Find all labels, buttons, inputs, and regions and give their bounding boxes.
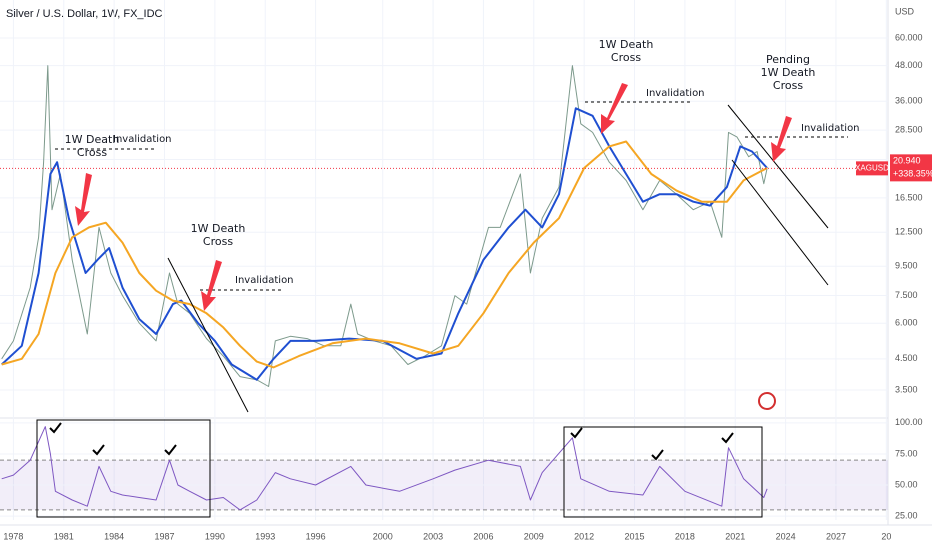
y-tick-label: 75.00 — [895, 448, 918, 458]
y-tick-label: 48.000 — [895, 60, 923, 70]
y-tick-label: 12.500 — [895, 227, 923, 237]
x-tick-label: 1984 — [104, 531, 124, 541]
annotation: 1W Death — [191, 222, 246, 235]
annotation: Invalidation — [113, 134, 172, 145]
annotation: Cross — [773, 79, 803, 92]
x-tick-label: 1990 — [205, 531, 225, 541]
y-tick-label: 16.500 — [895, 192, 923, 202]
y-tick-label: 50.00 — [895, 479, 918, 489]
y-tick-label: 100.00 — [895, 417, 923, 427]
x-tick-label: 1987 — [154, 531, 174, 541]
symbol-tag — [856, 161, 888, 176]
y-tick-label: 36.000 — [895, 96, 923, 106]
series-line — [1, 107, 768, 381]
x-tick-label: 2003 — [423, 531, 443, 541]
highlight-box — [563, 426, 763, 518]
x-tick-label: 2015 — [625, 531, 645, 541]
x-tick-label: 2006 — [473, 531, 493, 541]
y-tick-label: 9.500 — [895, 261, 918, 271]
y-tick-label: 7.500 — [895, 290, 918, 300]
price-tag — [890, 154, 932, 182]
price-tag-label: 20.940 — [893, 156, 921, 166]
channel-line — [731, 159, 829, 286]
channel-line — [727, 104, 829, 229]
series-line — [1, 65, 768, 387]
x-tick-label: 1996 — [306, 531, 326, 541]
arrow — [771, 116, 792, 162]
arrow — [75, 173, 92, 226]
x-tick-label: 20 — [881, 531, 891, 541]
annotation: Cross — [203, 235, 233, 248]
x-tick-label: 2024 — [776, 531, 796, 541]
arrow — [601, 83, 628, 134]
x-tick-label: 2000 — [373, 531, 393, 541]
arrow — [201, 260, 222, 311]
x-tick-label: 1993 — [255, 531, 275, 541]
annotation: Invalidation — [646, 88, 705, 99]
y-tick-label: 6.000 — [895, 318, 918, 328]
drawings — [36, 101, 848, 518]
x-tick-label: 2018 — [675, 531, 695, 541]
y-tick-label: 3.500 — [895, 384, 918, 394]
plot — [0, 65, 888, 511]
x-tick-label: 2012 — [574, 531, 594, 541]
axes: 3.5004.5006.0007.5009.50012.50016.50022.… — [3, 32, 932, 541]
annotation: Invalidation — [235, 275, 294, 286]
event-icon[interactable] — [758, 392, 776, 410]
series-line — [1, 140, 768, 369]
x-tick-label: 1978 — [3, 531, 23, 541]
annotation: Cross — [611, 51, 641, 64]
chart-header: Silver / U.S. Dollar, 1W, FX_IDC — [6, 8, 163, 20]
annotation: Invalidation — [801, 123, 860, 134]
y-tick-label: 60.000 — [895, 32, 923, 42]
series-line — [1, 426, 768, 511]
arrows — [75, 83, 792, 311]
x-tick-label: 2021 — [725, 531, 745, 541]
channel-line — [167, 257, 249, 413]
y-tick-label: 28.500 — [895, 125, 923, 135]
x-tick-label: 2009 — [524, 531, 544, 541]
y-tick-label: 4.500 — [895, 353, 918, 363]
annotation: 1W Death — [65, 133, 120, 146]
annotation: Pending — [766, 53, 810, 66]
x-tick-label: 1981 — [54, 531, 74, 541]
checkmarks — [49, 422, 734, 461]
symbol-tag-label: XAGUSD — [855, 163, 889, 172]
x-tick-label: 2027 — [826, 531, 846, 541]
axis-unit: USD — [895, 6, 915, 16]
annotation: 1W Death — [599, 38, 654, 51]
annotations: 1W Death Cross Invalidation 1W Death Cro… — [65, 38, 860, 286]
y-tick-label: 25.00 — [895, 511, 918, 521]
highlight-box — [36, 419, 211, 518]
price-tag-change: +338.35% — [893, 169, 932, 179]
grid — [0, 0, 888, 520]
annotation: 1W Death — [761, 66, 816, 79]
annotation: Cross — [77, 146, 107, 159]
